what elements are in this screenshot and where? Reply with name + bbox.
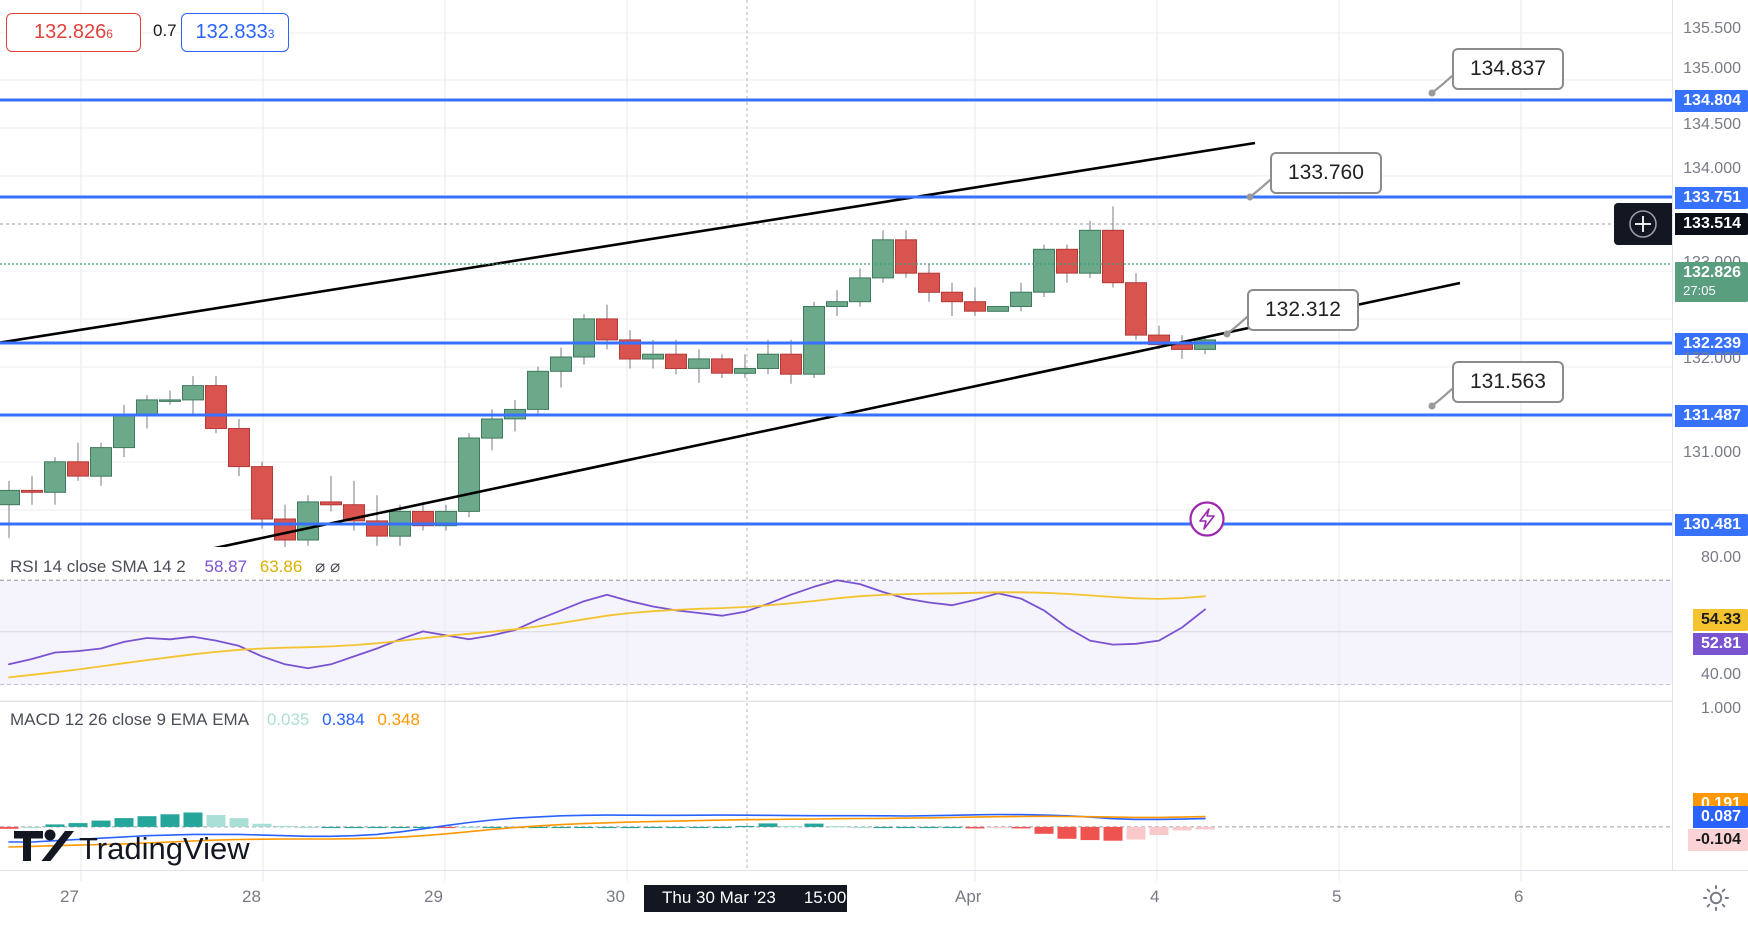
svg-text:TradingView: TradingView [79, 831, 250, 866]
